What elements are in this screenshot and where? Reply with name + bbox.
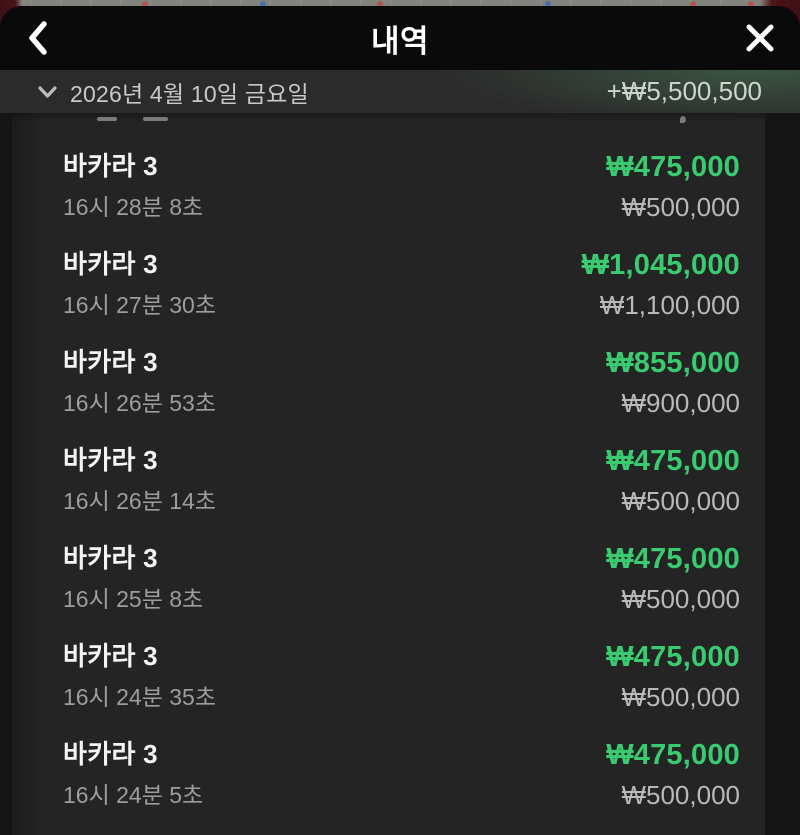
transaction-row[interactable]: 바카라 3 16시 24분 35초 ₩475,000 ₩500,000 bbox=[12, 627, 765, 725]
clipped-row-remnant bbox=[12, 113, 765, 137]
win-amount: ₩475,000 bbox=[606, 150, 740, 183]
row-left-column: 바카라 3 16시 25분 8초 bbox=[63, 544, 203, 612]
game-name: 바카라 3 bbox=[63, 641, 158, 671]
game-name: 바카라 3 bbox=[63, 151, 158, 181]
win-amount: ₩475,000 bbox=[606, 444, 740, 477]
date-label: 2026년 4월 10일 금요일 bbox=[70, 80, 309, 107]
bet-amount: ₩900,000 bbox=[621, 387, 740, 418]
scoreboard-dot bbox=[260, 1, 266, 7]
scoreboard-dot bbox=[377, 1, 383, 7]
game-name: 바카라 3 bbox=[63, 445, 158, 475]
bet-amount: ₩500,000 bbox=[621, 681, 740, 712]
win-amount: ₩1,045,000 bbox=[581, 248, 740, 281]
transaction-time: 16시 27분 30초 bbox=[63, 292, 217, 318]
row-left-column: 바카라 3 16시 24분 5초 bbox=[63, 740, 203, 808]
scoreboard-dot bbox=[545, 1, 551, 7]
history-modal: 내역 2026년 4월 10일 금요일 +₩5,500,500 bbox=[0, 6, 800, 835]
transaction-list-area: 바카라 3 16시 28분 8초 ₩475,000 ₩500,000 바카라 3… bbox=[0, 113, 800, 835]
back-button[interactable] bbox=[16, 6, 60, 70]
bet-amount: ₩500,000 bbox=[621, 583, 740, 614]
game-name: 바카라 3 bbox=[63, 739, 158, 769]
transaction-time: 16시 26분 53초 bbox=[63, 390, 217, 416]
transaction-list-panel[interactable]: 바카라 3 16시 28분 8초 ₩475,000 ₩500,000 바카라 3… bbox=[12, 113, 765, 835]
row-left-column: 바카라 3 16시 26분 53초 bbox=[63, 348, 216, 416]
row-left-column: 바카라 3 16시 24분 35초 bbox=[63, 642, 216, 710]
bet-amount: ₩500,000 bbox=[621, 191, 740, 222]
transaction-row[interactable]: 바카라 3 16시 26분 14초 ₩475,000 ₩500,000 bbox=[12, 431, 765, 529]
transaction-time: 16시 26분 14초 bbox=[63, 488, 217, 514]
date-group-header[interactable]: 2026년 4월 10일 금요일 +₩5,500,500 bbox=[0, 70, 800, 113]
row-right-column: ₩475,000 ₩500,000 bbox=[606, 738, 740, 810]
game-name: 바카라 3 bbox=[63, 249, 158, 279]
transaction-time: 16시 25분 8초 bbox=[63, 586, 204, 612]
chevron-down-icon bbox=[38, 85, 57, 98]
transaction-time: 16시 24분 5초 bbox=[63, 782, 204, 808]
transaction-row[interactable]: 바카라 3 16시 27분 30초 ₩1,045,000 ₩1,100,000 bbox=[12, 235, 765, 333]
row-left-column: 바카라 3 16시 26분 14초 bbox=[63, 446, 216, 514]
win-amount: ₩475,000 bbox=[606, 738, 740, 771]
win-amount: ₩475,000 bbox=[606, 640, 740, 673]
transaction-row[interactable]: 바카라 3 16시 25분 8초 ₩475,000 ₩500,000 bbox=[12, 529, 765, 627]
transaction-rows: 바카라 3 16시 28분 8초 ₩475,000 ₩500,000 바카라 3… bbox=[12, 137, 765, 823]
row-right-column: ₩475,000 ₩500,000 bbox=[606, 444, 740, 516]
game-name: 바카라 3 bbox=[63, 543, 158, 573]
clipped-glyph-mark bbox=[143, 117, 168, 121]
win-amount: ₩475,000 bbox=[606, 542, 740, 575]
page-title: 내역 bbox=[370, 23, 430, 59]
clipped-glyph-mark bbox=[680, 116, 686, 123]
row-left-column: 바카라 3 16시 28분 8초 bbox=[63, 152, 203, 220]
game-name: 바카라 3 bbox=[63, 347, 158, 377]
transaction-time: 16시 24분 35초 bbox=[63, 684, 217, 710]
scoreboard-dot bbox=[690, 1, 696, 7]
bet-amount: ₩1,100,000 bbox=[599, 289, 740, 320]
close-icon bbox=[746, 24, 774, 52]
clipped-glyph-mark bbox=[97, 117, 117, 121]
chevron-left-icon bbox=[28, 21, 48, 55]
row-right-column: ₩475,000 ₩500,000 bbox=[606, 640, 740, 712]
scoreboard-dot bbox=[142, 1, 148, 7]
transaction-row[interactable]: 바카라 3 16시 24분 5초 ₩475,000 ₩500,000 bbox=[12, 725, 765, 823]
row-right-column: ₩475,000 ₩500,000 bbox=[606, 542, 740, 614]
transaction-time: 16시 28분 8초 bbox=[63, 194, 204, 220]
win-amount: ₩855,000 bbox=[606, 346, 740, 379]
date-total-amount: +₩5,500,500 bbox=[606, 76, 762, 106]
row-right-column: ₩1,045,000 ₩1,100,000 bbox=[581, 248, 740, 320]
close-button[interactable] bbox=[734, 6, 786, 70]
modal-header: 내역 bbox=[0, 6, 800, 70]
transaction-row[interactable]: 바카라 3 16시 26분 53초 ₩855,000 ₩900,000 bbox=[12, 333, 765, 431]
row-right-column: ₩855,000 ₩900,000 bbox=[606, 346, 740, 418]
scoreboard-dot bbox=[748, 1, 754, 7]
bet-amount: ₩500,000 bbox=[621, 485, 740, 516]
bet-amount: ₩500,000 bbox=[621, 779, 740, 810]
row-left-column: 바카라 3 16시 27분 30초 bbox=[63, 250, 216, 318]
row-right-column: ₩475,000 ₩500,000 bbox=[606, 150, 740, 222]
transaction-row[interactable]: 바카라 3 16시 28분 8초 ₩475,000 ₩500,000 bbox=[12, 137, 765, 235]
